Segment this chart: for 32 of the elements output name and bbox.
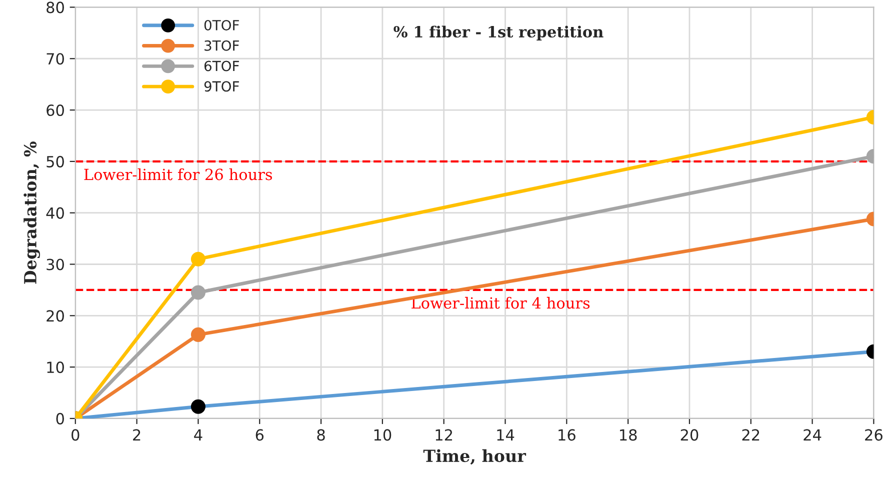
- x-tick-label: 12: [436, 429, 452, 440]
- x-tick-label: 4: [194, 429, 202, 440]
- legend-label: 6TOF: [204, 60, 239, 72]
- x-tick-label: 26: [865, 429, 882, 441]
- x-tick-label: 14: [497, 429, 514, 440]
- legend-label: 9TOF: [204, 81, 239, 92]
- x-axis-title: Time, hour: [423, 449, 526, 465]
- legend-label: 0TOF: [204, 20, 239, 30]
- x-tick-label: 22: [742, 429, 760, 440]
- x-tick-label: 8: [317, 429, 325, 441]
- y-axis-title: Degradation, %: [24, 142, 40, 284]
- y-tick-label: 80: [46, 2, 64, 14]
- x-tick-label: 18: [620, 429, 637, 441]
- y-tick-label: 10: [47, 362, 64, 374]
- y-tick-label: 0: [56, 412, 64, 424]
- text: % 1 fiber - 1st repetition: [394, 26, 604, 41]
- y-tick-label: 20: [46, 310, 64, 322]
- ref-line-label: Lower-limit for 4 hours: [412, 296, 590, 309]
- x-tick-label: 20: [680, 429, 698, 441]
- x-tick-label: 0: [72, 429, 80, 441]
- x-tick-label: 24: [804, 429, 822, 440]
- x-tick-label: 10: [374, 429, 392, 441]
- x-tick-label: 2: [133, 429, 140, 440]
- x-tick-label: 16: [558, 429, 576, 441]
- y-tick-label: 60: [46, 104, 64, 116]
- y-tick-label: 70: [46, 53, 64, 65]
- ref-line-label: Lower-limit for 26 hours: [84, 168, 272, 180]
- x-tick-label: 6: [256, 429, 264, 441]
- y-tick-label: 40: [46, 207, 64, 219]
- y-tick-label: 30: [46, 258, 64, 270]
- legend-label: 3TOF: [204, 40, 239, 51]
- y-tick-label: 50: [46, 156, 64, 168]
